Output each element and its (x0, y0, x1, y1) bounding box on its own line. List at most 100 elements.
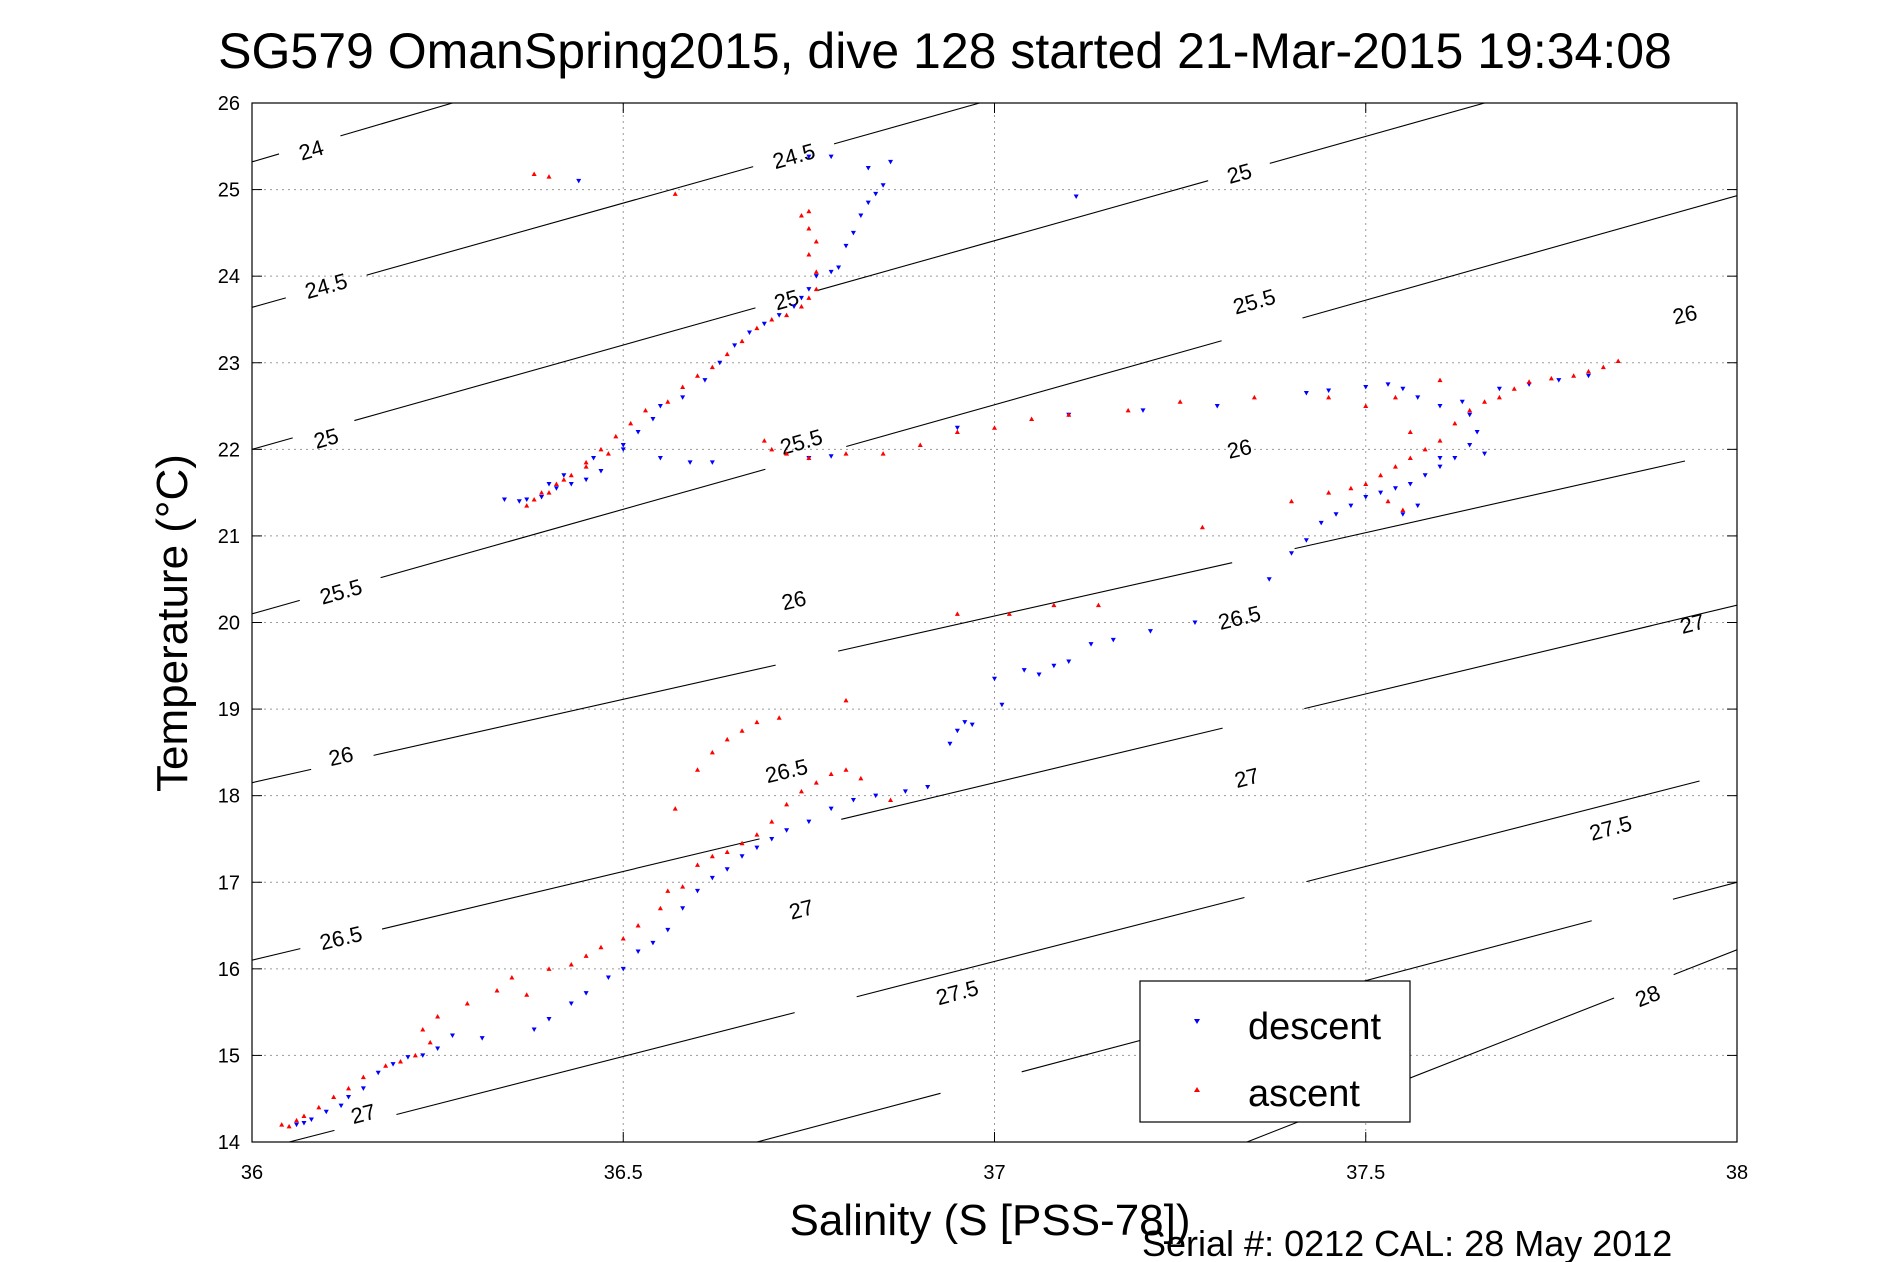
ascent-point (464, 1000, 470, 1006)
descent-point (1459, 399, 1465, 405)
y-tick-label: 26 (218, 93, 240, 115)
ascent-point (724, 736, 730, 742)
ascent-point (1051, 602, 1057, 608)
ascent-point (494, 987, 500, 993)
ascent-point (695, 862, 700, 867)
legend-box (1139, 980, 1411, 1123)
contour-label: 27 (1677, 609, 1707, 639)
descent-point (1036, 672, 1042, 677)
ascent-point (828, 771, 834, 777)
legend-descent-label: descent (1248, 1006, 1382, 1048)
y-tick-label: 19 (218, 699, 240, 721)
descent-point (836, 265, 842, 271)
descent-point (865, 165, 871, 171)
descent-point (1400, 386, 1406, 392)
descent-point (635, 949, 641, 955)
ascent-point (1289, 498, 1294, 504)
ascent-point (605, 451, 611, 456)
descent-point (695, 888, 700, 894)
descent-point (620, 966, 626, 972)
descent-point (888, 159, 894, 165)
ascent-point (598, 446, 604, 452)
ascent-point (672, 191, 678, 196)
y-tick-label: 18 (218, 786, 240, 808)
descent-point (739, 854, 745, 859)
ascent-point (695, 373, 700, 378)
ascent-point (754, 325, 760, 331)
descent-point (1110, 637, 1116, 643)
descent-point (1303, 538, 1309, 543)
ascent-point (583, 459, 589, 465)
ascent-point (1452, 420, 1458, 426)
descent-point (591, 455, 597, 461)
x-axis: 36 36.5 37 37.5 38 (241, 103, 1748, 1184)
descent-point (501, 497, 507, 503)
descent-point (1289, 551, 1294, 556)
ascent-point (843, 697, 849, 703)
descent-point (650, 940, 656, 946)
ascent-point (806, 455, 812, 460)
descent-point (865, 200, 871, 206)
contour-label: 26 (1670, 300, 1699, 330)
ascent-point (784, 801, 790, 807)
descent-point (962, 720, 968, 725)
ascent-point (1066, 412, 1072, 417)
descent-point (657, 404, 663, 409)
ascent-point (709, 364, 715, 370)
descent-point (531, 1027, 537, 1032)
descent-point (1496, 386, 1502, 392)
ascent-point (435, 1013, 441, 1019)
ascent-point (680, 384, 686, 389)
ascent-point (1385, 498, 1391, 504)
ascent-point (509, 974, 515, 980)
contour-label: 27 (348, 1099, 378, 1129)
descent-point (576, 178, 582, 184)
legend-descent-marker (1194, 1019, 1200, 1024)
descent-point (1318, 520, 1324, 526)
descent-point (680, 906, 686, 911)
ascent-point (1422, 446, 1428, 452)
descent-point (516, 499, 522, 504)
ascent-point (1029, 416, 1035, 422)
ascent-point (992, 425, 997, 430)
ascent-point (776, 715, 782, 720)
descent-point (850, 797, 856, 803)
ascent-point (806, 295, 812, 300)
descent-point (769, 836, 775, 842)
descent-point (1021, 668, 1027, 673)
serial-calibration-footer: Serial #: 0212 CAL: 28 May 2012 (1142, 1223, 1672, 1262)
ascent-point (568, 472, 574, 478)
ascent-point (954, 611, 960, 616)
ascent-point (813, 286, 819, 292)
ascent-point (1600, 364, 1606, 370)
ascent-point (784, 312, 790, 318)
descent-point (1147, 629, 1153, 634)
ascent-point (360, 1074, 366, 1080)
descent-point (435, 1046, 441, 1051)
descent-point (1088, 642, 1094, 647)
ascent-point (806, 208, 812, 214)
y-axis: 14 15 16 17 18 19 20 21 22 23 24 25 26 (218, 93, 1737, 1154)
ascent-point (1326, 394, 1332, 400)
ascent-point (739, 338, 745, 344)
ascent-point (695, 767, 700, 772)
descent-point (717, 360, 723, 366)
ascent-point (1400, 507, 1406, 512)
ascent-point (672, 806, 678, 811)
descent-point (1437, 404, 1443, 409)
descent-point (301, 1120, 307, 1126)
ascent-point (858, 775, 864, 781)
descent-point (1400, 512, 1406, 517)
density-contour-line (252, 103, 1485, 450)
density-contour-line (288, 780, 1700, 1142)
descent-point (754, 845, 760, 851)
ascent-point (1615, 358, 1621, 364)
descent-point (1467, 443, 1473, 448)
ascent-point (754, 719, 760, 725)
descent-point (858, 213, 864, 219)
descent-point (323, 1109, 329, 1115)
ascent-point (880, 451, 886, 456)
descent-point (1422, 473, 1428, 478)
ascent-point (1407, 455, 1413, 460)
